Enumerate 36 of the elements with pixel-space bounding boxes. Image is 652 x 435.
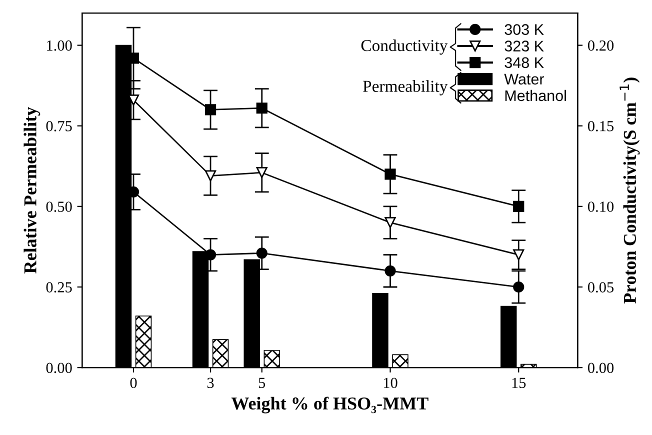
point [204, 170, 216, 182]
point [384, 168, 396, 180]
y2-tick-label: 0.00 [588, 362, 614, 374]
x-tick-label: 0 [130, 378, 137, 388]
x-tick-label: 3 [207, 378, 214, 388]
point [513, 249, 524, 260]
y-tick-label: 0.00 [46, 362, 72, 374]
x-tick-label: 5 [258, 378, 266, 388]
legend-label: 348 K [504, 57, 544, 68]
y2-tick-label: 0.20 [588, 40, 614, 51]
point [513, 200, 524, 212]
y2-tick-label: 0.10 [588, 202, 614, 212]
point [513, 281, 524, 293]
y-tick-label: 0.25 [46, 282, 72, 293]
legend-label: 303 K [504, 24, 544, 35]
y2-tick-label: 0.15 [588, 120, 614, 132]
point [384, 265, 396, 276]
legend-label: Methanol [505, 90, 566, 102]
point [256, 248, 268, 259]
y-tick-label: 0.50 [46, 202, 72, 212]
y2-axis-title: Proton Conductivity(S cm$^{−1}$) [620, 78, 640, 304]
point [256, 102, 268, 114]
annotation: Conductivity [361, 39, 448, 55]
legend-label: 323 K [504, 40, 544, 52]
x-tick-label: 10 [384, 378, 398, 388]
point [256, 167, 268, 178]
y-axis-title: Relative Permeability [24, 107, 40, 274]
x-tick-label: 15 [512, 378, 526, 388]
legend-label: Water [504, 74, 544, 85]
point [204, 104, 216, 116]
x-axis-title: Weight % of HSO₃-MMT [231, 396, 428, 414]
annotation: Permeability [363, 80, 448, 96]
y-tick-label: 0.75 [46, 120, 72, 132]
point [384, 216, 396, 228]
y2-tick-label: 0.05 [588, 282, 614, 293]
y-tick-label: 1.00 [47, 40, 72, 51]
